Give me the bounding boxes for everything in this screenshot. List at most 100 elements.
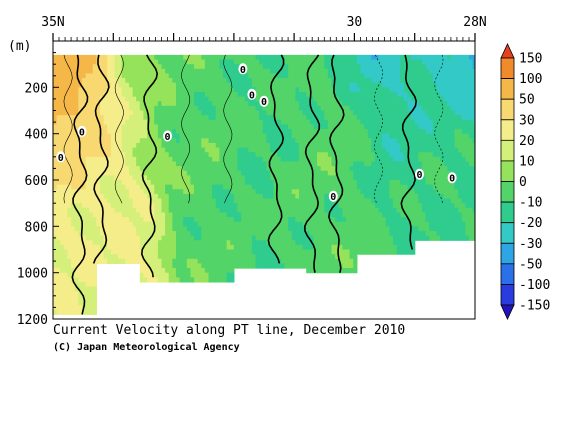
velocity-cell [331,249,336,255]
velocity-cell [230,64,235,70]
velocity-cell [382,101,387,107]
velocity-cell [306,96,311,102]
velocity-cell [356,110,362,116]
velocity-cell [230,180,235,186]
velocity-cell [313,193,318,200]
velocity-cell [353,175,358,181]
velocity-cell [233,254,239,260]
velocity-cell [168,184,173,190]
velocity-cell [147,59,152,65]
velocity-cell [251,110,257,116]
velocity-cell [414,64,419,70]
velocity-cell [67,59,72,65]
velocity-cell [67,73,72,79]
velocity-cell [266,221,271,227]
velocity-cell [414,184,419,190]
velocity-cell [277,249,282,255]
velocity-cell [335,64,340,70]
velocity-cell [378,189,383,195]
velocity-cell [107,54,112,61]
velocity-cell [219,277,224,283]
velocity-cell [175,101,181,107]
velocity-cell [284,180,289,186]
velocity-cell [168,105,173,112]
velocity-cell [407,244,412,251]
velocity-cell [128,249,134,255]
velocity-cell [150,147,155,153]
velocity-cell [194,147,199,153]
velocity-cell [183,249,188,255]
velocity-cell [114,175,119,181]
velocity-cell [103,129,108,135]
velocity-cell [201,91,206,98]
velocity-cell [67,91,72,98]
velocity-cell [244,217,249,223]
velocity-cell [338,68,343,75]
velocity-cell [364,129,369,135]
velocity-cell [53,286,58,292]
velocity-cell [324,161,329,167]
velocity-cell [71,249,76,255]
velocity-cell [190,101,195,107]
velocity-cell [342,82,347,88]
velocity-cell [78,180,83,186]
velocity-cell [186,207,192,214]
velocity-cell [89,198,94,204]
velocity-cell [284,142,289,149]
velocity-cell [313,166,318,172]
velocity-cell [331,217,336,223]
velocity-cell [309,54,315,61]
velocity-cell [74,193,79,200]
velocity-cell [56,286,61,292]
velocity-cell [81,230,87,237]
velocity-cell [208,156,213,163]
velocity-cell [60,101,65,107]
velocity-cell [63,152,69,158]
velocity-cell [338,244,343,251]
velocity-cell [165,272,170,278]
velocity-cell [237,249,242,255]
velocity-cell [121,101,126,107]
velocity-cell [324,207,329,214]
velocity-cell [128,78,134,84]
velocity-cell [56,240,61,246]
velocity-cell [335,263,340,269]
velocity-cell [78,249,83,255]
velocity-cell [382,82,387,88]
velocity-cell [270,59,275,65]
velocity-cell [60,291,65,297]
velocity-cell [259,105,264,112]
velocity-cell [324,64,329,70]
velocity-cell [179,277,184,283]
velocity-cell [154,180,159,186]
velocity-cell [414,142,419,149]
velocity-cell [345,115,351,121]
velocity-cell [418,64,423,70]
velocity-cell [92,175,98,181]
velocity-cell [338,189,343,195]
velocity-cell [342,91,347,98]
velocity-cell [53,272,58,278]
velocity-cell [96,189,101,195]
velocity-cell [255,68,260,75]
velocity-cell [302,203,307,209]
velocity-cell [183,119,188,125]
velocity-cell [150,203,155,209]
velocity-cell [110,124,116,130]
velocity-cell [125,87,130,93]
velocity-cell [371,138,376,144]
velocity-cell [320,170,325,176]
velocity-cell [298,263,304,269]
velocity-cell [277,189,282,195]
velocity-cell [212,156,217,163]
velocity-cell [273,235,278,241]
velocity-cell [414,73,419,79]
velocity-cell [306,161,311,167]
velocity-cell [317,133,322,139]
velocity-cell [331,207,336,214]
velocity-cell [118,244,123,251]
velocity-cell [288,161,293,167]
velocity-cell [89,180,94,186]
velocity-cell [81,91,87,98]
velocity-cell [396,64,401,70]
